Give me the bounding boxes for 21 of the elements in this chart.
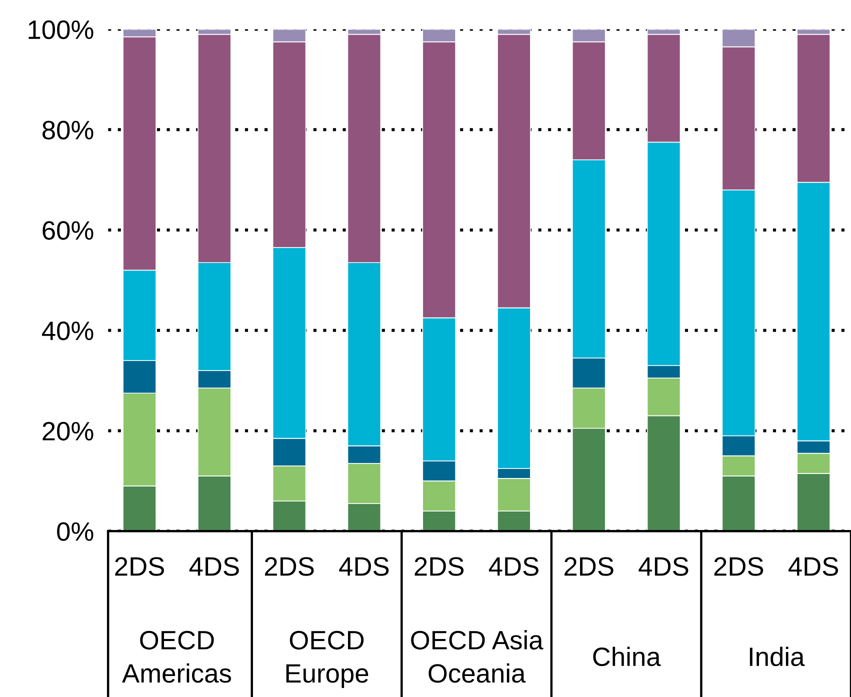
- x-tick-label: 2DS: [564, 557, 614, 576]
- y-tick-label: 100%: [28, 20, 94, 40]
- x-tick-label: 4DS: [339, 557, 389, 576]
- text: China: [593, 646, 661, 666]
- x-tick-label: 2DS: [414, 557, 464, 576]
- y-tick-label: 20%: [42, 422, 94, 441]
- x-tick-label: 2DS: [714, 557, 764, 576]
- y-tick-label: 60%: [42, 221, 94, 240]
- text: OECD Americas: [122, 630, 232, 683]
- y-tick-label: 0%: [57, 522, 94, 541]
- x-tick-label: 2DS: [115, 557, 164, 576]
- text: India: [750, 646, 805, 666]
- y-tick-label: 40%: [42, 322, 94, 340]
- x-tick-label: 4DS: [189, 557, 239, 576]
- x-tick-label: 4DS: [788, 557, 838, 576]
- y-tick-label: 80%: [42, 120, 94, 140]
- text: OECD Asia Oceania: [411, 630, 544, 683]
- x-tick-label: 4DS: [488, 557, 538, 576]
- x-tick-label: 2DS: [264, 557, 314, 576]
- text: OECD Europe: [286, 630, 368, 688]
- x-tick-label: 4DS: [638, 557, 688, 576]
